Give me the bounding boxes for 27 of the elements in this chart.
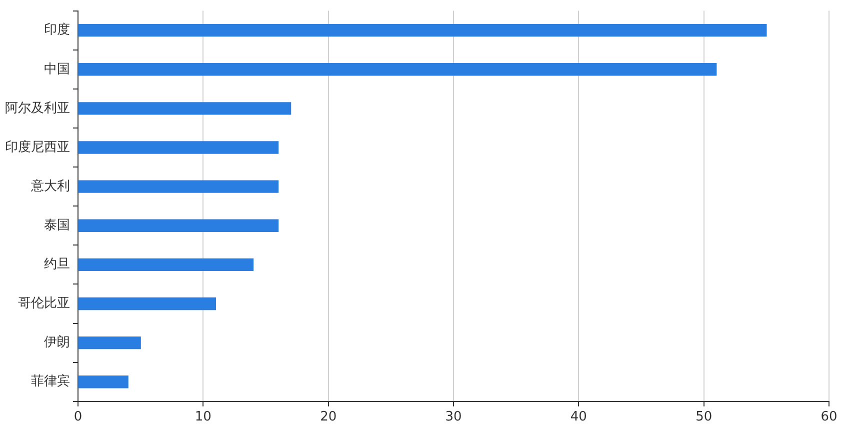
y-tick-label: 伊朗	[44, 334, 70, 350]
y-tick-label: 约旦	[44, 257, 70, 272]
y-tick-label: 印度尼西亚	[5, 138, 70, 155]
y-tick-label: 阿尔及利亚	[5, 100, 70, 116]
y-tick-label: 意大利	[30, 178, 70, 194]
y-tick-label: 中国	[44, 62, 70, 77]
x-tick-label: 60	[820, 410, 838, 425]
x-tick-label: 20	[320, 410, 337, 425]
y-tick-label: 印度	[44, 22, 70, 38]
x-tick-label: 40	[570, 410, 587, 425]
bar	[78, 24, 767, 37]
x-tick-label: 0	[74, 410, 82, 425]
bar	[78, 219, 279, 232]
bar	[78, 63, 717, 76]
x-tick-label: 50	[696, 410, 712, 425]
y-tick-label: 哥伦比亚	[18, 296, 70, 312]
bar	[78, 141, 279, 154]
bar	[78, 258, 254, 272]
bar	[78, 180, 279, 193]
x-tick-label: 10	[194, 410, 212, 425]
y-tick-label: 菲律宾	[31, 373, 70, 390]
x-tick-label: 30	[445, 410, 462, 425]
bar	[78, 336, 141, 350]
y-tick-label: 泰国	[44, 218, 70, 234]
bar	[78, 376, 128, 388]
bar	[78, 102, 292, 115]
bar	[78, 297, 216, 310]
